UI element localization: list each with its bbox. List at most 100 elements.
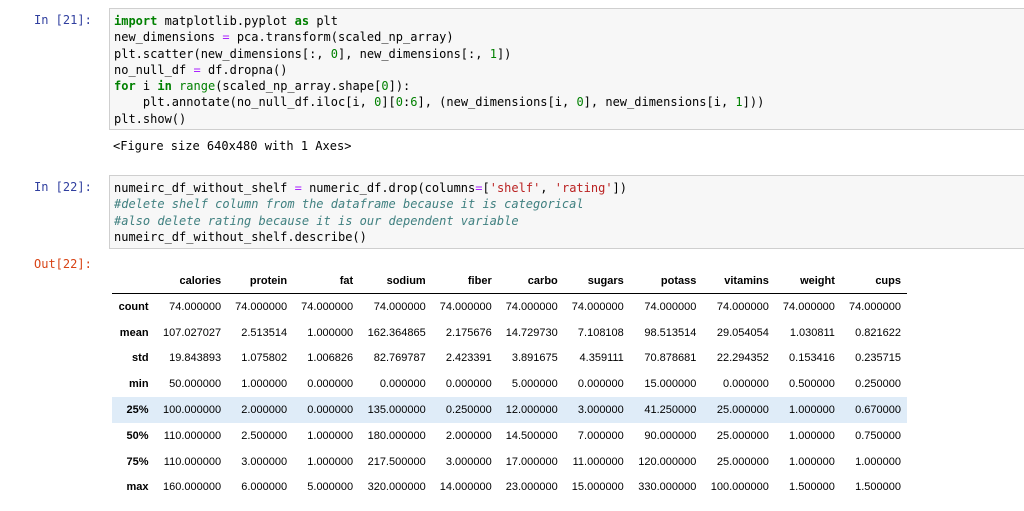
code-token: 6: [410, 95, 418, 110]
code-token: =: [193, 62, 201, 77]
code-token: 0: [381, 79, 389, 94]
table-cell: 100.000000: [162, 404, 222, 417]
table-cell: 120.000000: [638, 455, 697, 468]
table-cell: 1.500000: [855, 481, 901, 494]
table-row: count 74.000000 74.000000 74.000000 74.00000…: [112, 294, 907, 320]
table-cell: 25.000000: [716, 455, 769, 468]
table-cell: 110.000000: [163, 455, 222, 468]
table-row: max 160.000000 6.000000 5.000000 320.000000 1…: [112, 475, 907, 501]
table-cell: 180.000000: [367, 429, 426, 442]
code-line: numeirc_df_without_shelf = numeric_df.dr…: [114, 180, 1020, 196]
table-cell: 1.075802: [241, 352, 288, 365]
row-index: mean: [119, 326, 149, 339]
table-cell: 0.500000: [789, 378, 835, 391]
column-header: sugars: [563, 268, 630, 294]
row-index: 50%: [126, 429, 149, 442]
code-token: 0: [330, 46, 338, 61]
table-cell: 19.843893: [169, 352, 222, 365]
table-cell: 74.000000: [644, 300, 697, 313]
table-cell: 14.500000: [505, 429, 558, 442]
code-token: ,: [540, 181, 555, 195]
table-cell: 0.000000: [577, 378, 624, 391]
table-cell: 330.000000: [638, 481, 697, 494]
table-cell: 7.108108: [577, 326, 624, 339]
code-token: ][: [381, 95, 396, 110]
table-cell: 15.000000: [571, 481, 624, 494]
code-line: new_dimensions = pca.transform(scaled_np…: [114, 29, 1020, 45]
code-token: ], new_dimensions[i,: [583, 95, 736, 110]
table-row: 25% 100.000000 2.000000 0.000000 135.000000 0…: [112, 397, 907, 423]
column-header: protein: [227, 268, 294, 294]
table-cell: 3.000000: [577, 404, 624, 417]
column-header: vitamins: [702, 268, 775, 294]
table-cell: 29.054054: [716, 326, 769, 339]
code-token: =: [475, 181, 483, 195]
code-token: df.dropna(): [200, 62, 288, 77]
column-header: cups: [840, 268, 907, 294]
code-token: 'shelf': [489, 181, 541, 195]
code-token: :: [403, 95, 411, 110]
output-prompt: Out[22]:: [34, 257, 92, 271]
table-cell: 100.000000: [710, 481, 769, 494]
table-cell: 0.000000: [445, 378, 492, 391]
table-cell: 23.000000: [505, 481, 558, 494]
code-token: 0: [576, 95, 584, 110]
row-index: min: [128, 378, 149, 391]
code-line: #also delete rating because it is our de…: [114, 213, 1020, 229]
table-cell: 1.500000: [789, 481, 835, 494]
row-index: max: [126, 481, 149, 494]
table-cell: 74.000000: [169, 300, 222, 313]
table-cell: 0.000000: [307, 378, 354, 391]
code-token: plt.annotate(no_null_df.iloc[i,: [114, 95, 375, 110]
code-token: matplotlib.pyplot: [157, 14, 295, 28]
code-token: numeirc_df_without_shelf.describe(): [114, 229, 367, 244]
row-index: count: [118, 300, 149, 313]
table-cell: 74.000000: [235, 300, 288, 313]
code-token: ]): [612, 181, 627, 195]
table-cell: 74.000000: [571, 300, 624, 313]
table-cell: 0.153416: [789, 352, 835, 365]
code-token: range: [179, 79, 216, 94]
table-cell: 25.000000: [716, 429, 769, 442]
table-cell: 0.250000: [855, 378, 901, 391]
table-row: 50% 110.000000 2.500000 1.000000 180.000000 2…: [112, 423, 907, 449]
index-header: [112, 268, 155, 294]
code-token: plt: [309, 14, 338, 28]
code-editor[interactable]: import matplotlib.pyplot as plt new_dimen…: [109, 8, 1024, 130]
input-prompt: In [22]:: [34, 180, 92, 194]
table-cell: 1.000000: [789, 429, 835, 442]
code-line: plt.scatter(new_dimensions[:, 0], new_di…: [114, 46, 1020, 62]
code-token: #delete shelf column from the dataframe …: [114, 197, 584, 212]
table-cell: 14.729730: [505, 326, 558, 339]
table-cell: 74.000000: [716, 300, 769, 313]
table-row: 75% 110.000000 3.000000 1.000000 217.500000 3…: [112, 449, 907, 475]
table-cell: 0.670000: [855, 404, 901, 417]
code-line: numeirc_df_without_shelf.describe(): [114, 229, 1020, 245]
table-cell: 74.000000: [782, 300, 835, 313]
code-token: ], new_dimensions[:,: [337, 46, 490, 61]
row-index: 25%: [126, 404, 149, 417]
table-cell: 135.000000: [367, 404, 426, 417]
column-header: calories: [154, 268, 228, 294]
table-cell: 160.000000: [162, 481, 222, 494]
code-token: pca.transform(scaled_np_array): [229, 30, 454, 45]
code-line: plt.annotate(no_null_df.iloc[i, 0][0:6],…: [114, 94, 1020, 110]
code-token: 0: [395, 95, 404, 110]
dataframe-table: calories protein fat sodium fiber carbo sugars…: [112, 268, 907, 500]
code-token: [: [482, 181, 490, 195]
table-cell: 2.000000: [241, 404, 288, 417]
table-cell: 0.000000: [723, 378, 769, 391]
table-cell: 2.500000: [241, 429, 288, 442]
code-token: [172, 79, 179, 93]
output-text: <Figure size 640x480 with 1 Axes>: [113, 139, 352, 153]
column-header: carbo: [497, 268, 564, 294]
table-cell: 2.175676: [445, 326, 492, 339]
code-editor[interactable]: numeirc_df_without_shelf = numeric_df.dr…: [109, 175, 1024, 249]
table-cell: 1.000000: [307, 429, 354, 442]
code-token: 1: [489, 46, 497, 61]
table-cell: 0.000000: [379, 378, 426, 391]
code-token: (scaled_np_array.shape[: [215, 79, 382, 94]
row-index: std: [132, 352, 149, 365]
code-token: import: [114, 14, 158, 28]
table-cell: 11.000000: [572, 455, 624, 468]
